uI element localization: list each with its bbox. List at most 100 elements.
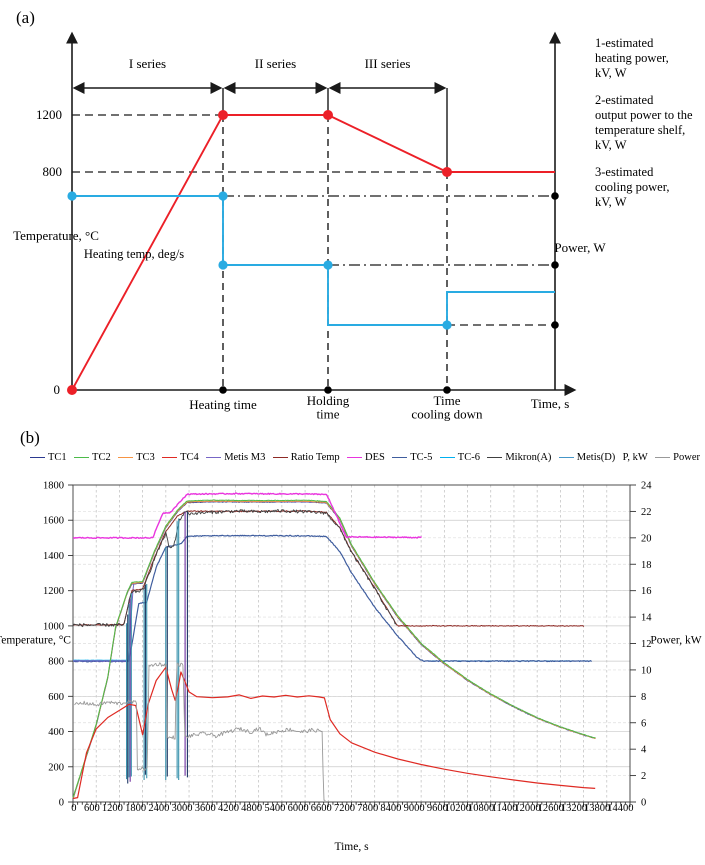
x-tick-label: 9600: [427, 803, 448, 814]
legend-item-tc-6: TC-6: [439, 452, 480, 463]
tick-1200: 1200: [36, 107, 62, 122]
cooling-time-label: Time cooling down: [411, 393, 483, 422]
series-line-Ratio Temp: [72, 510, 585, 627]
x-tick-label: 10800: [468, 803, 494, 814]
heating-time-label: Heating time: [189, 397, 257, 412]
time-axis-dot: [324, 386, 332, 394]
temperature-node-dot: [218, 110, 228, 120]
legend-item-tc3: TC3: [118, 452, 155, 463]
heating-rate-label: Heating temp, deg/s: [84, 247, 184, 261]
x-tick-label: 0: [71, 803, 76, 814]
power-axis-title: Power, W: [554, 240, 606, 255]
legend-item-tc4: TC4: [162, 452, 199, 463]
legend-swatch-icon: [74, 457, 90, 458]
y-left-tick-label: 800: [48, 657, 64, 668]
series-line-DES: [72, 492, 422, 540]
legend-item-metis-m3: Metis M3: [206, 452, 265, 463]
x-tick-label: 3000: [172, 803, 193, 814]
y-left-tick-label: 200: [48, 762, 64, 773]
time-axis-dot: [219, 386, 227, 394]
legend-swatch-icon: [206, 457, 222, 458]
x-tick-label: 6000: [288, 803, 309, 814]
legend-item-metis-d-: Metis(D): [558, 452, 616, 463]
y-right-tick-label: 8: [641, 692, 646, 703]
legend-label: Power: [673, 452, 700, 463]
temperature-node-dot: [67, 385, 77, 395]
legend-label: Ratio Temp: [290, 452, 340, 463]
legend-label: TC-5: [410, 452, 433, 463]
legend-swatch-icon: [392, 457, 408, 458]
power-profile-line: [72, 195, 555, 326]
legend-label: TC1: [48, 452, 67, 463]
legend-label: TC4: [180, 452, 199, 463]
panel-b-label: (b): [20, 428, 40, 447]
tick-0: 0: [54, 382, 61, 397]
x-tick-label: 7200: [334, 803, 355, 814]
axis-ticks: [68, 484, 636, 807]
y-left-tick-label: 600: [48, 692, 64, 703]
series-line-Power: [74, 662, 326, 801]
panel-a-label: (a): [16, 8, 35, 27]
x-tick-label: 14400: [607, 803, 633, 814]
time-axis-title: Time, s: [334, 841, 369, 853]
y-right-tick-label: 20: [641, 533, 652, 544]
legend-swatch-icon: [118, 457, 134, 458]
x-tick-label: 9000: [404, 803, 425, 814]
y-left-tick-label: 400: [48, 727, 64, 738]
legend-swatch-icon: [347, 457, 363, 458]
legend-label: TC2: [92, 452, 111, 463]
panel-a-schematic: I series II series III series 1200 800 0 Tempe…: [13, 31, 606, 422]
series-line-TC4: [72, 666, 596, 800]
power-node-dot: [67, 191, 77, 201]
series-line-Mikron(A): [72, 509, 397, 628]
y-left-tick-label: 1800: [43, 481, 64, 492]
legend-item-tc-5: TC-5: [392, 452, 432, 463]
x-tick-label: 1800: [125, 803, 146, 814]
y-left-tick-label: 1400: [43, 551, 64, 562]
power-axis-dot: [551, 321, 559, 329]
power-node-dot: [218, 260, 228, 270]
x-tick-label: 13800: [584, 803, 610, 814]
x-tick-label: 11400: [492, 803, 518, 814]
power-node-dot: [323, 260, 333, 270]
x-tick-label: 5400: [264, 803, 285, 814]
x-tick-label: 6600: [311, 803, 332, 814]
x-tick-label: 600: [84, 803, 100, 814]
temperature-node-dot: [442, 167, 452, 177]
series-area: [72, 492, 596, 801]
x-tick-label: 12600: [538, 803, 564, 814]
legend-label: Metis(D): [576, 452, 616, 463]
tick-800: 800: [43, 164, 63, 179]
legend-label: P, kW: [622, 452, 648, 463]
series-line-Metis M3: [73, 500, 596, 739]
x-tick-label: 8400: [380, 803, 401, 814]
x-tick-label: 13200: [561, 803, 587, 814]
legend-swatch-icon: [30, 457, 45, 458]
legend-item-tc2: TC2: [74, 452, 111, 463]
legend-item-mikron-a-: Mikron(A): [487, 452, 551, 463]
legend-label: TC3: [136, 452, 155, 463]
y-right-tick-label: 0: [641, 798, 646, 809]
annotation-cooling-power: 3-estimated cooling power, kV, W: [595, 165, 670, 209]
x-tick-label: 10200: [445, 803, 471, 814]
legend-swatch-icon: [655, 457, 671, 458]
y-right-tick-label: 2: [641, 771, 646, 782]
power-node-dot: [442, 320, 452, 330]
temperature-node-dot: [323, 110, 333, 120]
y-right-tick-label: 4: [641, 745, 647, 756]
power-node-dot: [218, 191, 228, 201]
gridlines: [73, 485, 630, 802]
series-span-label: II series: [255, 56, 297, 71]
y-right-tick-label: 14: [641, 613, 652, 624]
y-left-tick-label: 1600: [43, 516, 64, 527]
y-right-tick-label: 12: [641, 639, 652, 650]
legend-label: Metis M3: [224, 452, 266, 463]
legend-item-ratio-temp: Ratio Temp: [272, 452, 340, 463]
y-right-tick-label: 18: [641, 560, 652, 571]
series-line-TC-5: [72, 534, 592, 663]
y-right-tick-label: 24: [641, 481, 652, 492]
y-left-tick-label: 1200: [43, 586, 64, 597]
series-line-TC1: [72, 501, 596, 799]
legend-swatch-icon: [558, 457, 574, 458]
